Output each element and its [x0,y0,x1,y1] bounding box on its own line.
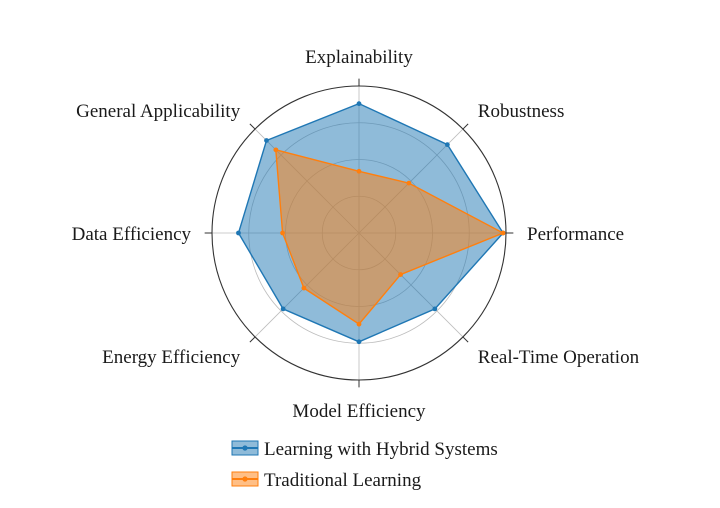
axis-label-6: Data Efficiency [72,224,192,245]
legend-label-traditional: Traditional Learning [264,470,422,491]
legend-item-traditional: Traditional Learning [231,470,422,491]
radar-series [236,101,506,345]
axis-tick-7 [249,123,256,130]
series-point-1-5 [301,285,307,291]
series-point-0-0 [356,101,362,107]
legend-marker-hybrid [242,445,248,451]
axis-label-0: Explainability [305,47,413,68]
axis-tick-5 [249,336,256,343]
axis-label-5: Energy Efficiency [102,347,241,368]
axis-labels: Explainability Robustness Performance Real-… [72,47,640,422]
series-point-1-6 [280,230,285,236]
axis-label-3: Real-Time Operation [478,347,640,368]
legend-item-hybrid: Learning with Hybrid Systems [231,439,498,460]
series-area-1 [275,149,504,325]
series-point-0-7 [264,138,269,143]
series-point-1-0 [356,168,362,174]
axis-label-1: Robustness [478,101,565,122]
axis-tick-3 [462,336,469,343]
axis-tick-1 [462,123,469,130]
series-point-1-7 [273,147,279,153]
legend-marker-traditional [242,476,248,482]
series-point-0-3 [432,306,438,312]
series-1 [273,147,506,327]
series-point-0-5 [280,306,286,312]
series-point-0-1 [444,142,450,148]
axis-label-2: Performance [527,224,624,245]
series-point-1-1 [406,180,412,186]
series-point-1-2 [500,230,506,236]
axis-label-4: Model Efficiency [292,401,426,422]
series-point-1-4 [356,321,362,327]
legend-label-hybrid: Learning with Hybrid Systems [264,439,498,460]
series-point-0-4 [356,339,362,345]
axis-label-7: General Applicability [76,101,241,122]
legend: Learning with Hybrid Systems Traditional… [231,439,498,491]
series-point-1-3 [398,272,403,277]
series-point-0-6 [236,230,241,236]
